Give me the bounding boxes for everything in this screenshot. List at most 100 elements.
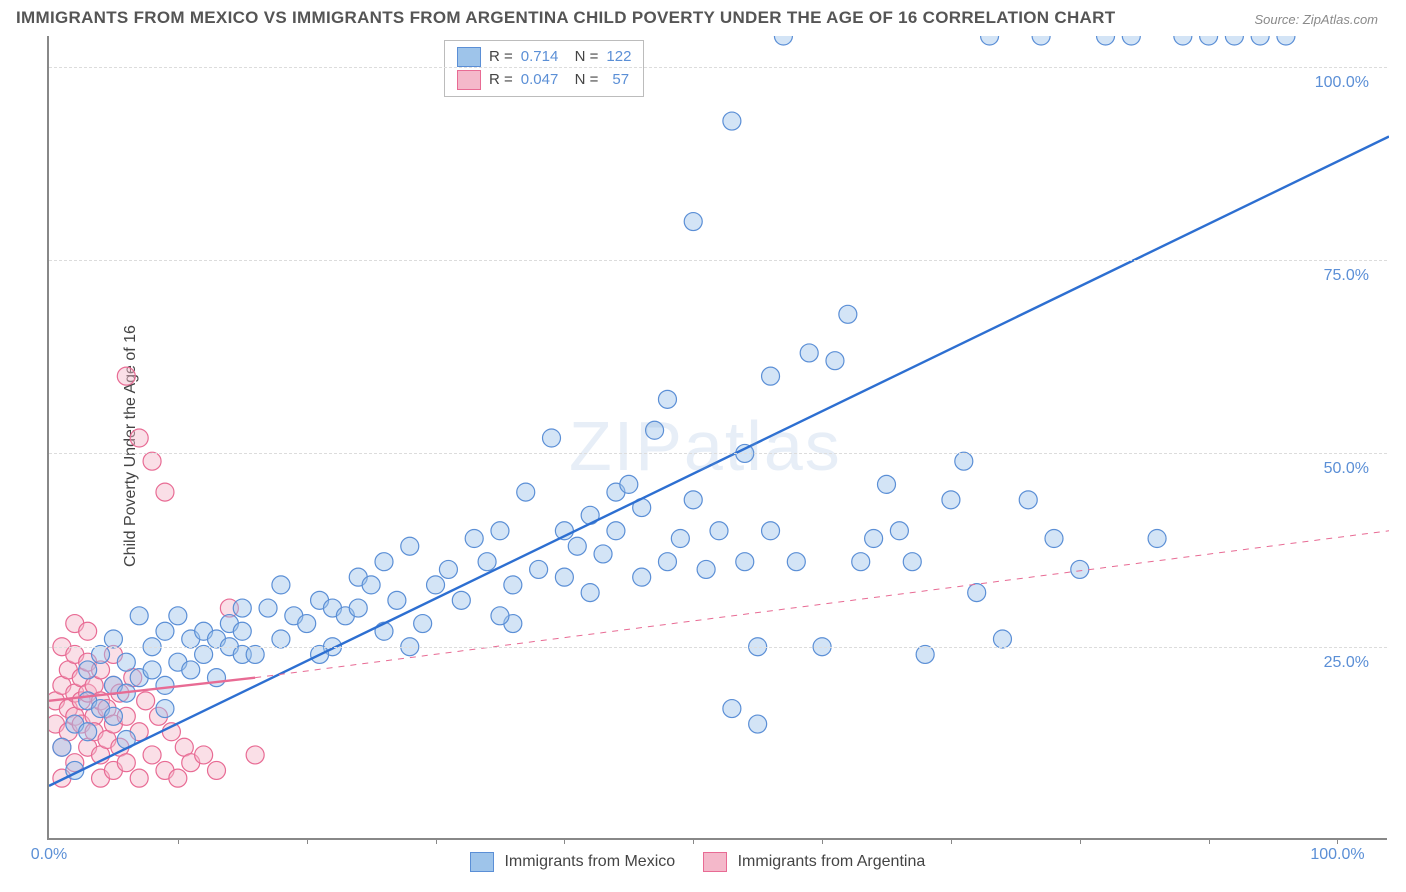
legend-r-value-argentina: 0.047 <box>521 69 559 92</box>
data-point <box>633 568 651 586</box>
legend-r-label: R = <box>489 69 513 92</box>
grid-line <box>49 453 1387 454</box>
legend-label-mexico: Immigrants from Mexico <box>504 853 675 870</box>
data-point <box>762 367 780 385</box>
data-point <box>137 692 155 710</box>
data-point <box>130 429 148 447</box>
data-point <box>620 475 638 493</box>
data-point <box>1019 491 1037 509</box>
x-tick-mark <box>1337 838 1338 844</box>
data-point <box>117 653 135 671</box>
data-point <box>697 560 715 578</box>
x-tick-mark <box>178 838 179 844</box>
data-point <box>993 630 1011 648</box>
data-point <box>736 553 754 571</box>
data-point <box>117 754 135 772</box>
x-tick-mark <box>951 838 952 844</box>
data-point <box>349 599 367 617</box>
grid-line <box>49 260 1387 261</box>
legend-swatch-mexico <box>457 47 481 67</box>
legend-n-label: N = <box>566 69 598 92</box>
data-point <box>646 421 664 439</box>
data-point <box>981 36 999 45</box>
legend-swatch-icon <box>703 852 727 872</box>
data-point <box>117 367 135 385</box>
legend-n-value-mexico: 122 <box>606 46 631 69</box>
data-point <box>568 537 586 555</box>
data-point <box>465 530 483 548</box>
x-tick-mark <box>1080 838 1081 844</box>
data-point <box>233 599 251 617</box>
correlation-legend: R = 0.714 N = 122 R = 0.047 N = 57 <box>444 40 644 97</box>
data-point <box>1225 36 1243 45</box>
legend-n-value-argentina: 57 <box>612 69 629 92</box>
data-point <box>491 522 509 540</box>
data-point <box>272 576 290 594</box>
chart-title: IMMIGRANTS FROM MEXICO VS IMMIGRANTS FRO… <box>16 8 1115 28</box>
data-point <box>104 630 122 648</box>
y-tick-label: 75.0% <box>1324 267 1369 285</box>
data-point <box>942 491 960 509</box>
data-point <box>1148 530 1166 548</box>
data-point <box>156 622 174 640</box>
plot-area: ZIPatlas R = 0.714 N = 122 R = 0.047 N =… <box>47 36 1387 840</box>
data-point <box>839 305 857 323</box>
data-point <box>504 576 522 594</box>
scatter-plot-svg <box>49 36 1389 840</box>
data-point <box>195 645 213 663</box>
data-point <box>1277 36 1295 45</box>
data-point <box>1045 530 1063 548</box>
data-point <box>130 769 148 787</box>
data-point <box>427 576 445 594</box>
data-point <box>800 344 818 362</box>
data-point <box>555 568 573 586</box>
data-point <box>156 483 174 501</box>
data-point <box>130 607 148 625</box>
legend-label-argentina: Immigrants from Argentina <box>738 853 926 870</box>
data-point <box>246 645 264 663</box>
x-tick-mark <box>436 838 437 844</box>
data-point <box>79 661 97 679</box>
legend-row-mexico: R = 0.714 N = 122 <box>457 46 631 69</box>
data-point <box>607 522 625 540</box>
x-tick-mark <box>307 838 308 844</box>
data-point <box>530 560 548 578</box>
data-point <box>1097 36 1115 45</box>
data-point <box>53 738 71 756</box>
legend-r-value-mexico: 0.714 <box>521 46 559 69</box>
data-point <box>710 522 728 540</box>
data-point <box>774 36 792 45</box>
x-tick-mark <box>693 838 694 844</box>
legend-swatch-argentina <box>457 70 481 90</box>
data-point <box>1200 36 1218 45</box>
data-point <box>1122 36 1140 45</box>
trend-line <box>49 137 1389 786</box>
data-point <box>414 615 432 633</box>
data-point <box>169 769 187 787</box>
legend-item-mexico: Immigrants from Mexico <box>470 852 675 872</box>
data-point <box>543 429 561 447</box>
data-point <box>143 746 161 764</box>
data-point <box>1032 36 1050 45</box>
legend-n-label: N = <box>566 46 598 69</box>
data-point <box>658 553 676 571</box>
data-point <box>890 522 908 540</box>
data-point <box>787 553 805 571</box>
data-point <box>79 622 97 640</box>
data-point <box>452 591 470 609</box>
data-point <box>169 607 187 625</box>
data-point <box>723 112 741 130</box>
data-point <box>143 452 161 470</box>
data-point <box>259 599 277 617</box>
data-point <box>388 591 406 609</box>
x-tick-label: 0.0% <box>31 846 67 864</box>
data-point <box>1174 36 1192 45</box>
data-point <box>104 707 122 725</box>
y-tick-label: 100.0% <box>1315 74 1369 92</box>
data-point <box>671 530 689 548</box>
data-point <box>195 746 213 764</box>
x-tick-mark <box>822 838 823 844</box>
x-tick-mark <box>564 838 565 844</box>
data-point <box>826 352 844 370</box>
data-point <box>246 746 264 764</box>
